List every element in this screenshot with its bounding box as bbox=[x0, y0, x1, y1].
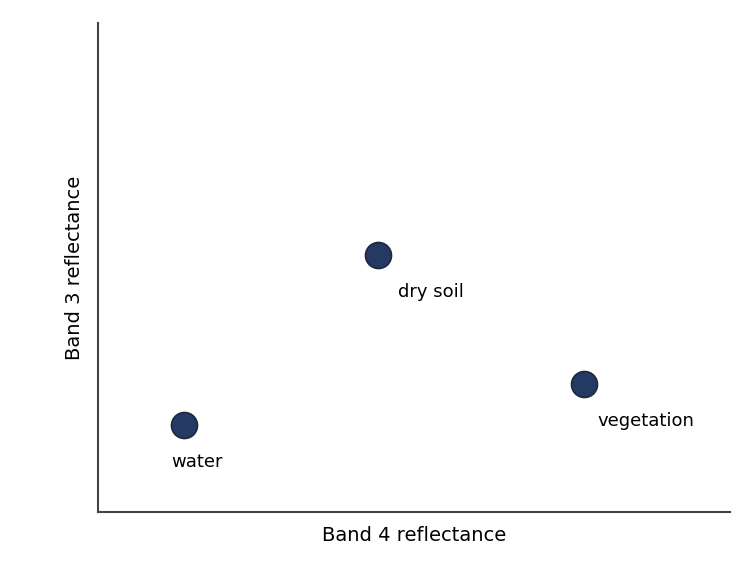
Point bbox=[371, 250, 383, 260]
Text: water: water bbox=[171, 453, 223, 471]
X-axis label: Band 4 reflectance: Band 4 reflectance bbox=[322, 526, 506, 545]
Text: dry soil: dry soil bbox=[398, 283, 463, 301]
Point bbox=[178, 420, 191, 430]
Text: vegetation: vegetation bbox=[597, 412, 694, 430]
Point bbox=[578, 379, 590, 388]
Y-axis label: Band 3 reflectance: Band 3 reflectance bbox=[65, 176, 84, 360]
